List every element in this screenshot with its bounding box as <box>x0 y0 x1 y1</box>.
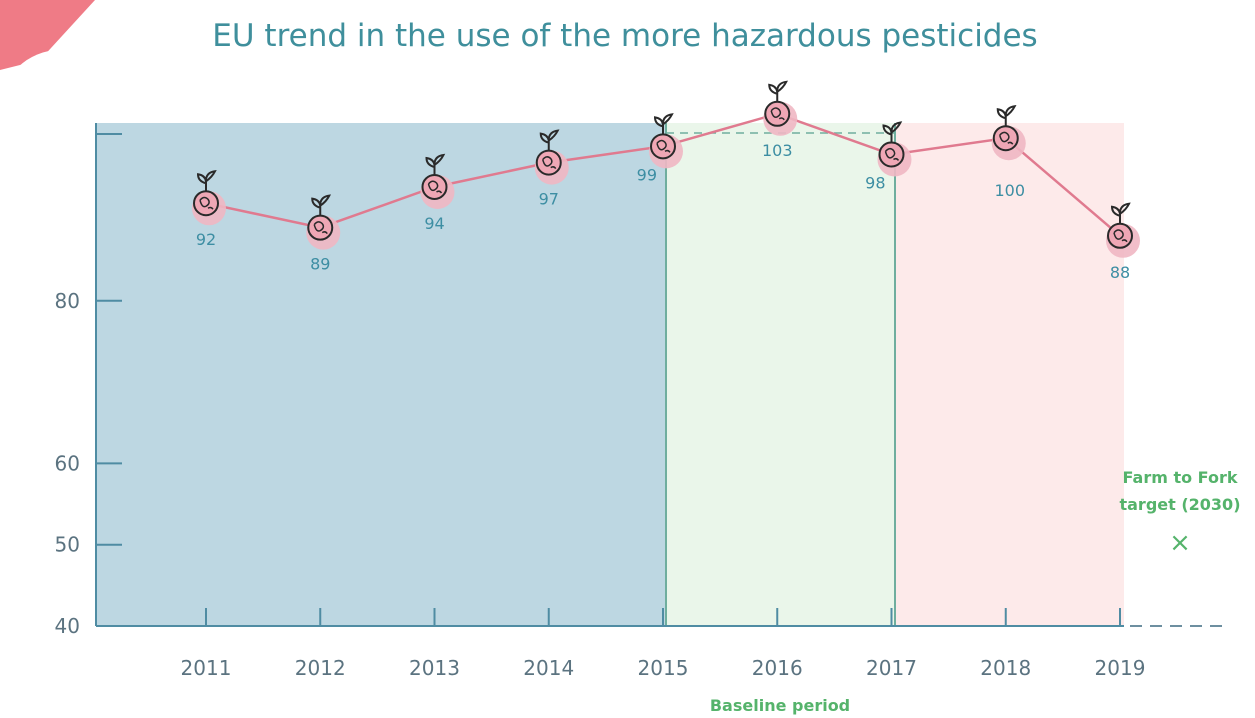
value-label: 103 <box>762 141 793 160</box>
sprout-icon <box>196 170 217 192</box>
sprout-icon <box>425 153 446 175</box>
series-points: 92 89 94 97 99 103 98 100 88 <box>192 80 1140 282</box>
x-tick-label: 2019 <box>1095 656 1146 680</box>
value-label: 94 <box>424 214 444 233</box>
globe-icon <box>535 149 562 176</box>
y-tick-label: 80 <box>55 289 80 313</box>
globe-icon <box>650 133 676 160</box>
globe-icon <box>992 125 1019 152</box>
sprout-icon <box>311 194 331 216</box>
corner-white-blob <box>0 50 120 170</box>
baseline-period-label: Baseline period <box>710 696 850 715</box>
globe-continents <box>1113 229 1128 243</box>
x-tick-label: 2014 <box>523 656 574 680</box>
y-tick-label: 50 <box>55 533 80 557</box>
value-label: 98 <box>865 173 885 192</box>
data-point <box>306 194 341 250</box>
globe-icon <box>193 190 219 217</box>
data-point <box>192 170 226 226</box>
y-axis-ticks: 40 50 60 80 <box>55 133 122 638</box>
sprout-icon <box>539 129 560 151</box>
corner-swoosh-decoration <box>0 0 95 70</box>
sprout-icon <box>768 80 788 102</box>
globe-icon <box>764 100 791 127</box>
globe-continents <box>884 147 900 161</box>
chart-title: EU trend in the use of the more hazardou… <box>212 18 1037 54</box>
value-label: 88 <box>1110 263 1130 282</box>
sprout-icon <box>882 121 903 143</box>
sprout-icon <box>1110 202 1131 224</box>
globe-icon <box>307 214 334 241</box>
target-label-line2: target (2030) <box>1119 495 1240 514</box>
data-point <box>763 80 798 136</box>
x-tick-label: 2013 <box>409 656 460 680</box>
sprout-icon <box>653 113 674 135</box>
globe-continents <box>427 180 443 194</box>
target-label-line1: Farm to Fork <box>1123 468 1238 487</box>
region-historic <box>96 123 666 626</box>
y-tick-label: 40 <box>55 614 80 638</box>
data-point <box>1106 202 1140 258</box>
data-point <box>991 104 1026 161</box>
target-marker: × <box>1169 528 1191 558</box>
value-label: 99 <box>637 165 657 184</box>
value-label: 100 <box>994 181 1025 200</box>
value-label: 92 <box>196 230 216 249</box>
globe-continents <box>770 107 785 121</box>
globe-icon <box>1107 222 1133 249</box>
globe-continents <box>999 131 1014 145</box>
globe-continents <box>313 221 328 235</box>
region-baseline <box>666 123 895 626</box>
x-tick-label: 2018 <box>980 656 1031 680</box>
data-point <box>877 121 912 177</box>
x-tick-label: 2015 <box>638 656 689 680</box>
globe-icon <box>878 141 905 168</box>
globe-continents <box>199 196 214 210</box>
data-point <box>649 113 683 169</box>
x-tick-label: 2011 <box>181 656 232 680</box>
x-tick-label: 2012 <box>295 656 346 680</box>
x-tick-label: 2017 <box>866 656 917 680</box>
value-label: 89 <box>310 255 330 274</box>
x-axis-ticks: 2011 2012 2013 2014 2015 2016 2017 2018 2019 <box>181 608 1146 680</box>
sprout-icon <box>996 104 1017 127</box>
data-point <box>420 153 455 209</box>
data-point <box>534 129 569 185</box>
value-label: 97 <box>539 190 559 209</box>
globe-continents <box>542 156 557 170</box>
globe-continents <box>656 139 671 153</box>
y-tick-label: 60 <box>55 451 80 475</box>
globe-icon <box>421 173 448 200</box>
x-tick-label: 2016 <box>752 656 803 680</box>
